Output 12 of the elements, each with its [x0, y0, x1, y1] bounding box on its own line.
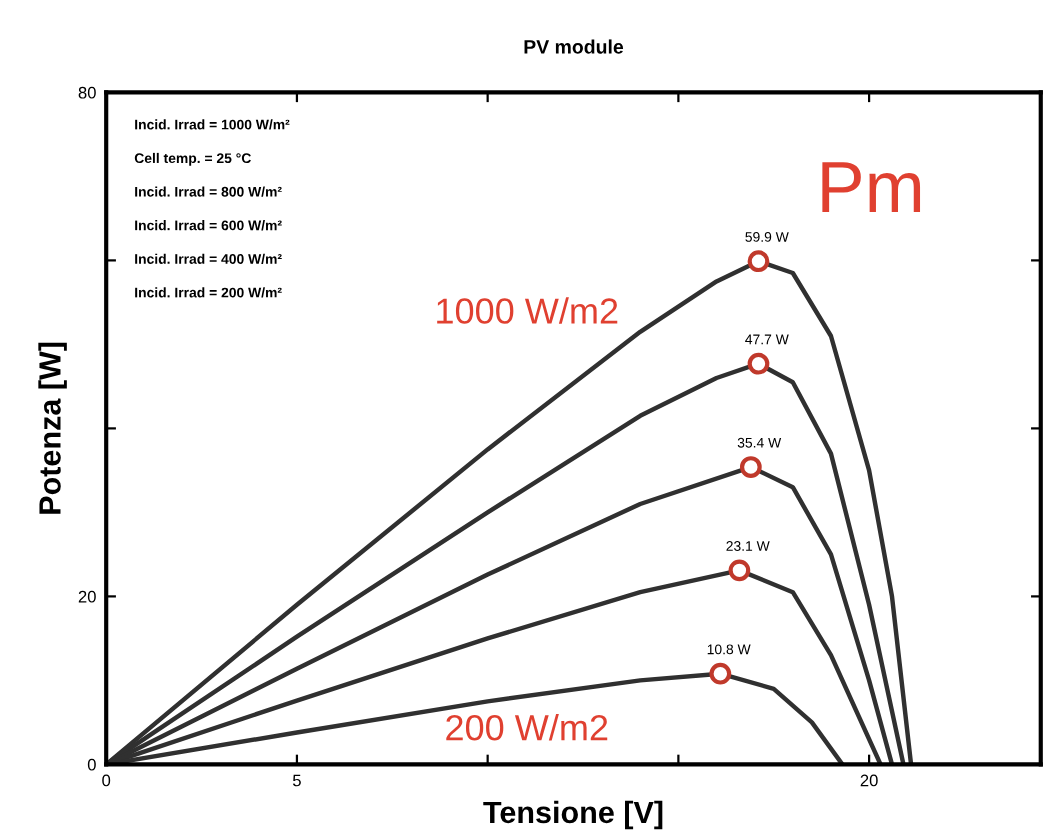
chart-title: PV module — [524, 39, 624, 54]
x-tick-label: 0 — [102, 774, 111, 787]
annotation: 1000 W/m2 — [437, 297, 618, 324]
y-tick-label: 80 — [78, 86, 96, 99]
x-axis-title: Tensione [V] — [483, 800, 663, 830]
y-tick-label: 20 — [78, 590, 96, 603]
y-tick-label: 0 — [87, 758, 96, 771]
annotation: Pm — [822, 162, 921, 212]
x-tick-label: 5 — [292, 774, 301, 787]
x-tick-label: 20 — [860, 774, 878, 787]
y-axis-title: Potenza [W] — [38, 342, 67, 514]
annotation: 200 W/m2 — [446, 713, 608, 741]
